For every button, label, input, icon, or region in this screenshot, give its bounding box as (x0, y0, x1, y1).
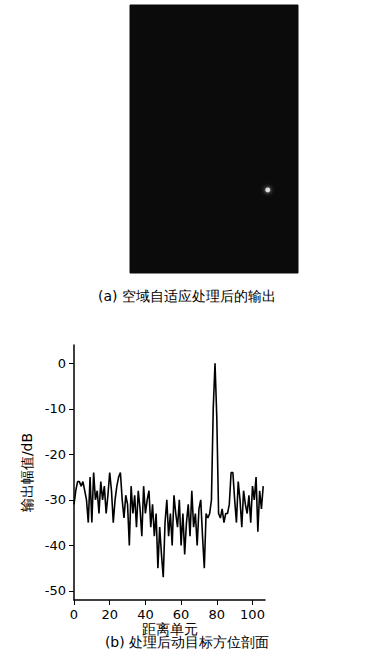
svg-text:-30: -30 (45, 492, 66, 507)
svg-text:-20: -20 (45, 447, 66, 462)
svg-text:(a) 空域自适应处理后的输出: (a) 空域自适应处理后的输出 (98, 288, 276, 304)
svg-text:距离单元: 距离单元 (141, 621, 198, 637)
svg-text:20: 20 (101, 607, 118, 622)
svg-text:80: 80 (209, 607, 226, 622)
svg-text:40: 40 (137, 607, 154, 622)
svg-text:-10: -10 (45, 401, 66, 416)
svg-text:100: 100 (240, 607, 265, 622)
svg-text:60: 60 (173, 607, 190, 622)
svg-text:0: 0 (70, 607, 78, 622)
svg-text:-50: -50 (45, 583, 66, 598)
svg-text:0: 0 (58, 356, 66, 371)
svg-text:(b) 处理后动目标方位剖面: (b) 处理后动目标方位剖面 (105, 634, 269, 650)
svg-text:输出幅值/dB: 输出幅值/dB (19, 433, 35, 512)
svg-text:-40: -40 (45, 538, 66, 553)
